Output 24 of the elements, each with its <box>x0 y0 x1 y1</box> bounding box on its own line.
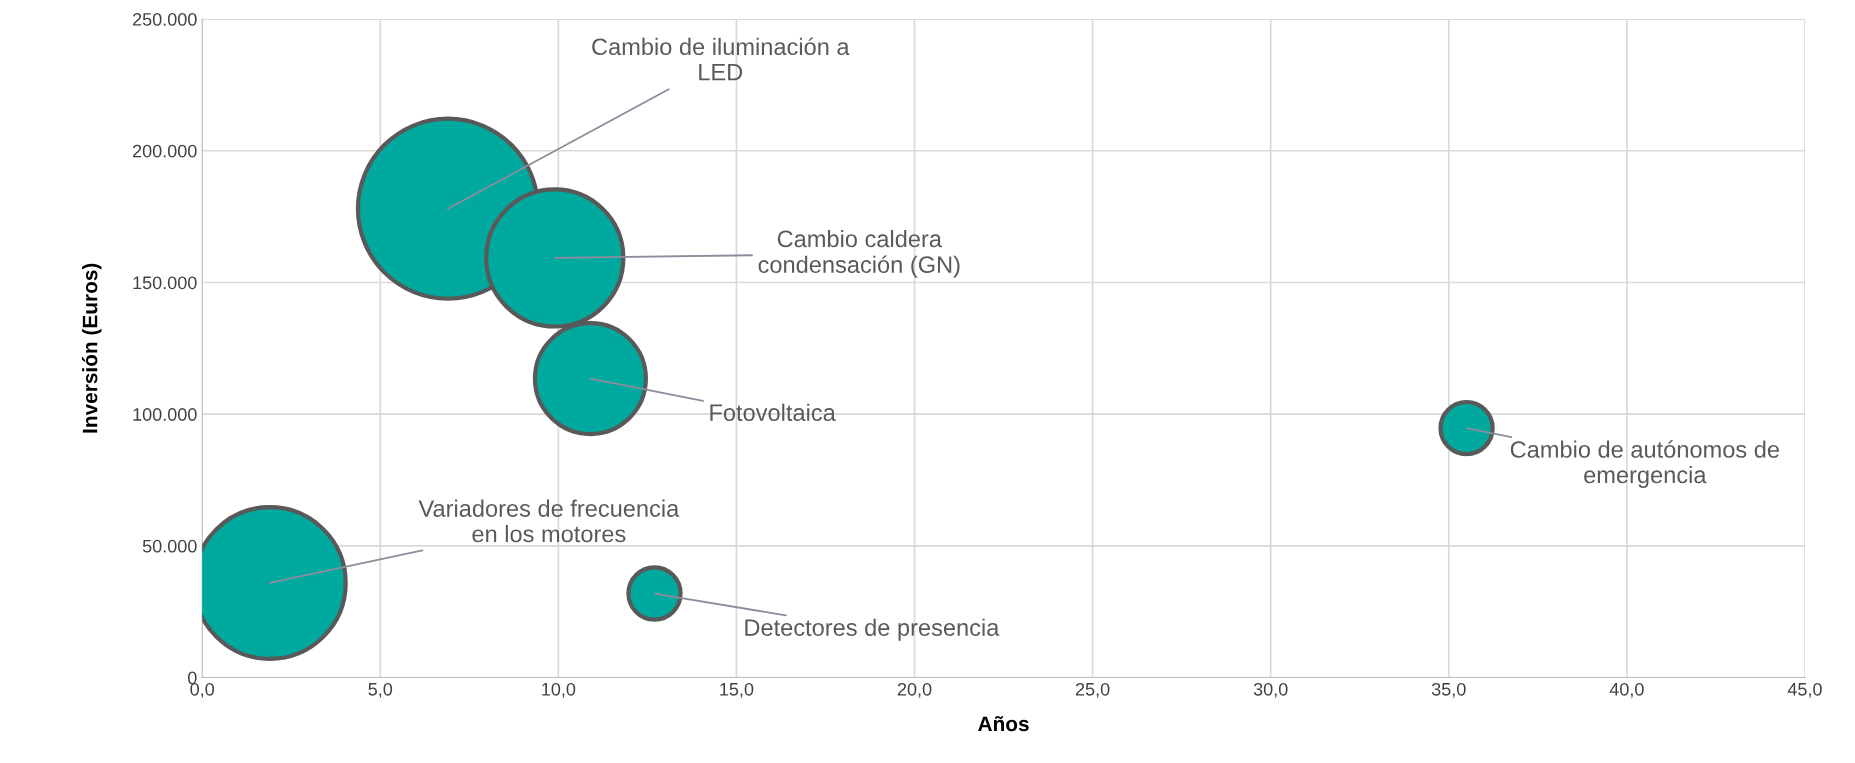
y-tick-label: 100.000 <box>133 408 197 421</box>
x-tick-label: 20,0 <box>897 682 932 698</box>
x-tick-label: 25,0 <box>1075 682 1110 698</box>
x-axis-title: Años <box>978 715 1029 732</box>
x-tick-label: 30,0 <box>1253 682 1288 698</box>
annotation: Cambio de autónomos de emergencia <box>1510 440 1779 488</box>
annotation: Variadores de frecuencia en los motores <box>418 499 680 543</box>
y-tick-label: 250.000 <box>132 13 197 26</box>
y-tick-label: 50.000 <box>142 539 197 553</box>
y-tick-label: 150.000 <box>133 276 197 290</box>
x-tick-label: 15,0 <box>720 682 754 698</box>
annotation: Detectores de presencia <box>745 618 1000 641</box>
annotation: Fotovoltaica <box>710 403 836 422</box>
annotation: Cambio caldera condensación (GN) <box>758 229 960 278</box>
x-tick-label: 0,0 <box>190 682 215 698</box>
y-tick-label: 0 <box>188 671 197 685</box>
x-tick-label: 45,0 <box>1787 682 1822 698</box>
annotation: Cambio de iluminación a LED <box>592 37 850 81</box>
y-tick-label: 200.000 <box>132 144 197 158</box>
x-tick-label: 40,0 <box>1609 682 1644 698</box>
x-tick-label: 5,0 <box>368 682 393 698</box>
y-axis-title: Inversión (Euros) <box>81 263 102 433</box>
x-tick-label: 35,0 <box>1431 682 1466 698</box>
x-tick-label: 10,0 <box>542 682 576 698</box>
